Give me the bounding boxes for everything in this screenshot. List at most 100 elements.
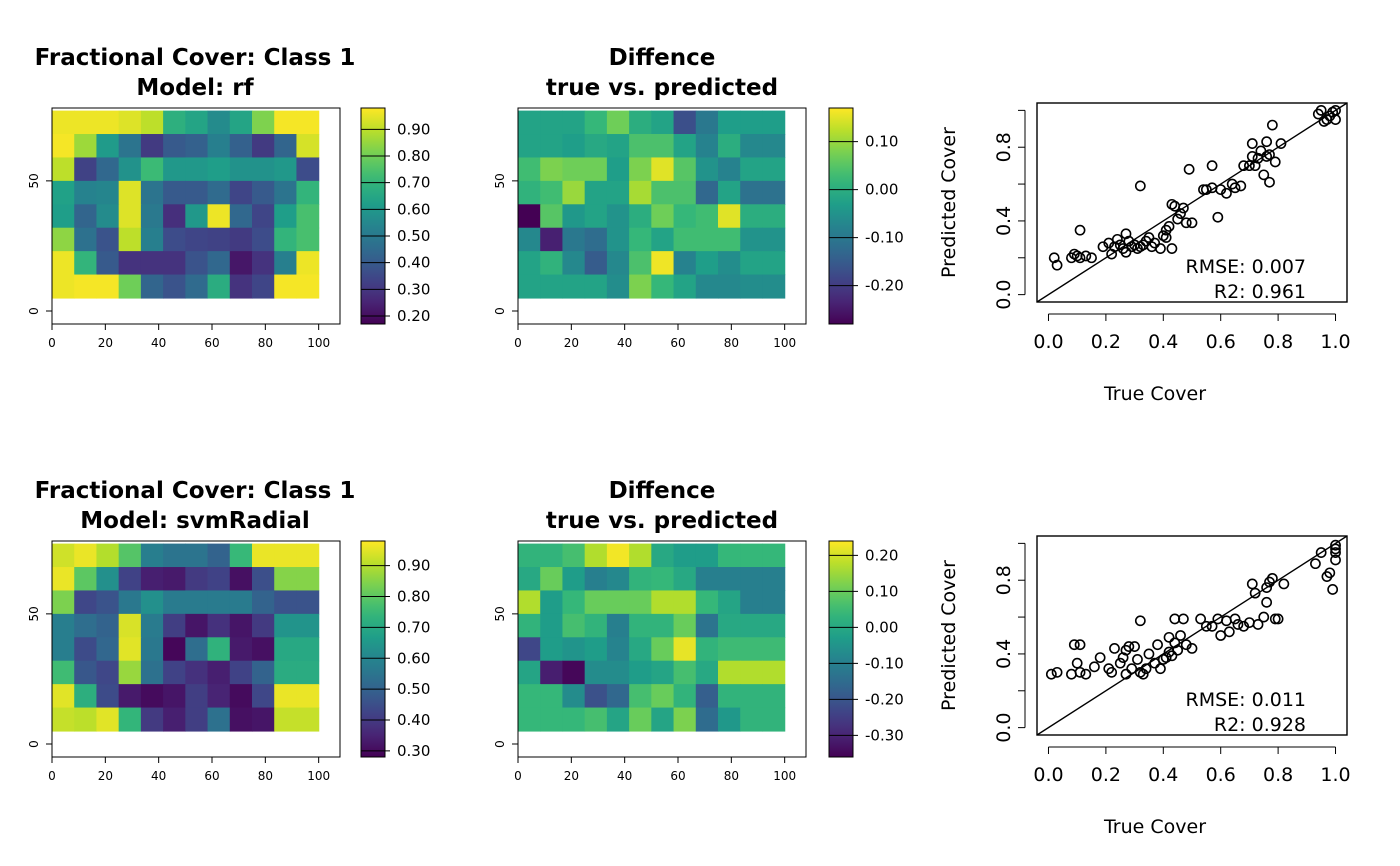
plot-frame (517, 107, 807, 325)
data-point (1252, 619, 1264, 630)
data-point (1264, 176, 1275, 188)
data-point (1186, 643, 1198, 654)
heatmap-cell (584, 590, 608, 615)
heatmap-cell (695, 180, 719, 205)
heatmap-cell (74, 543, 98, 568)
heatmap-cell (740, 637, 764, 662)
data-point (1094, 652, 1106, 664)
data-point (1051, 666, 1063, 678)
heatmap-cell (673, 684, 697, 709)
colorbar-tick-label: 0.30 (397, 742, 430, 760)
colorbar-tick-label: 0.60 (397, 649, 430, 667)
chart-title: true vs. predicted (546, 508, 778, 534)
colorbar-gradient (828, 107, 854, 325)
heatmap-cell (518, 180, 541, 205)
y-axis: 0 50 (27, 606, 52, 748)
heatmap-cell (52, 157, 75, 182)
heatmap-cell (540, 660, 564, 685)
heatmap-cell (606, 567, 630, 592)
data-point (1229, 613, 1241, 625)
heatmap-cell (518, 543, 541, 568)
data-point (1266, 119, 1278, 131)
heatmap-cell (762, 110, 786, 135)
x-axis: 0.0 0.2 0.4 0.6 0.8 1.0 (1033, 313, 1351, 353)
x-tick-label: 100 (307, 769, 330, 783)
heatmap-cell (718, 684, 741, 709)
data-point (1074, 639, 1086, 651)
colorbar-tick-label: 0.00 (865, 181, 898, 199)
data-point (1330, 547, 1341, 558)
heatmap-cell (207, 613, 231, 638)
heatmap-cell (296, 660, 320, 685)
heatmap-cell (673, 251, 697, 276)
heatmap-cell (651, 180, 675, 205)
heatmap-cell (163, 274, 186, 299)
heatmap-cell (52, 707, 75, 732)
data-point (1327, 584, 1339, 595)
heatmap-cell (52, 227, 75, 252)
heatmap-cell (518, 590, 541, 615)
heatmap-cell (518, 110, 541, 135)
y-tick-label: 0.0 (993, 280, 1015, 310)
heatmap-cell (96, 660, 120, 685)
heatmap-panel: Fractional Cover: Class 1 Model: rf 0 20 40 6… (27, 45, 430, 350)
heatmap-cell (252, 227, 275, 252)
heatmap-cell (163, 613, 186, 638)
data-point (1051, 259, 1063, 271)
heatmap-cell (96, 684, 120, 709)
heatmap-cell (651, 204, 675, 229)
heatmap-cell (695, 110, 719, 135)
heatmap-cell (274, 157, 298, 182)
heatmap-cell (207, 274, 231, 299)
y-axis-label: Predicted Cover (938, 127, 960, 278)
heatmap-cell (673, 590, 697, 615)
heatmap-cell (185, 251, 209, 276)
heatmap-cell (718, 227, 741, 252)
x-axis: 0 20 40 60 80 100 (48, 324, 330, 350)
heatmap-cell (740, 684, 764, 709)
heatmap-cell (229, 660, 253, 685)
data-point (1134, 241, 1146, 253)
x-tick-label: 0 (48, 769, 56, 783)
heatmap-cell (762, 157, 786, 182)
heatmap-cell (52, 660, 75, 685)
reference-line (1037, 536, 1347, 735)
data-point (1232, 619, 1244, 630)
data-point (1278, 578, 1290, 590)
heatmap-cell (740, 110, 764, 135)
heatmap-cell (562, 707, 586, 732)
data-point (1134, 615, 1146, 627)
data-point (1120, 668, 1132, 680)
heatmap-cell (718, 543, 741, 568)
heatmap-cell (140, 637, 164, 662)
data-point (1048, 252, 1060, 264)
heatmap-cell (584, 157, 608, 182)
heatmap-cell (52, 590, 75, 615)
heatmap-cell (540, 227, 564, 252)
heatmap-cell (140, 157, 164, 182)
heatmap-cell (185, 134, 209, 159)
heatmap-cell (229, 180, 253, 205)
data-point (1215, 630, 1227, 641)
heatmap-cell (74, 590, 98, 615)
heatmap-cell (163, 543, 186, 568)
data-point (1269, 613, 1281, 625)
data-point (1261, 151, 1273, 162)
heatmap-cell (518, 251, 541, 276)
heatmap-cell (252, 637, 275, 662)
data-point (1244, 160, 1255, 172)
heatmap-cell (606, 660, 630, 685)
heatmap-cell (96, 134, 120, 159)
heatmap-cell (762, 590, 786, 615)
x-tick-label: 0.0 (1033, 764, 1063, 786)
heatmap-cell (252, 684, 275, 709)
heatmap-cell (229, 134, 253, 159)
heatmap-cell (584, 567, 608, 592)
colorbar-tick-label: 0.80 (397, 147, 430, 165)
data-point (1246, 138, 1258, 149)
heatmap-cell (540, 251, 564, 276)
heatmap-cell (606, 110, 630, 135)
heatmap-cell (606, 180, 630, 205)
x-tick-label: 20 (98, 769, 113, 783)
x-tick-label: 0.6 (1206, 764, 1236, 786)
